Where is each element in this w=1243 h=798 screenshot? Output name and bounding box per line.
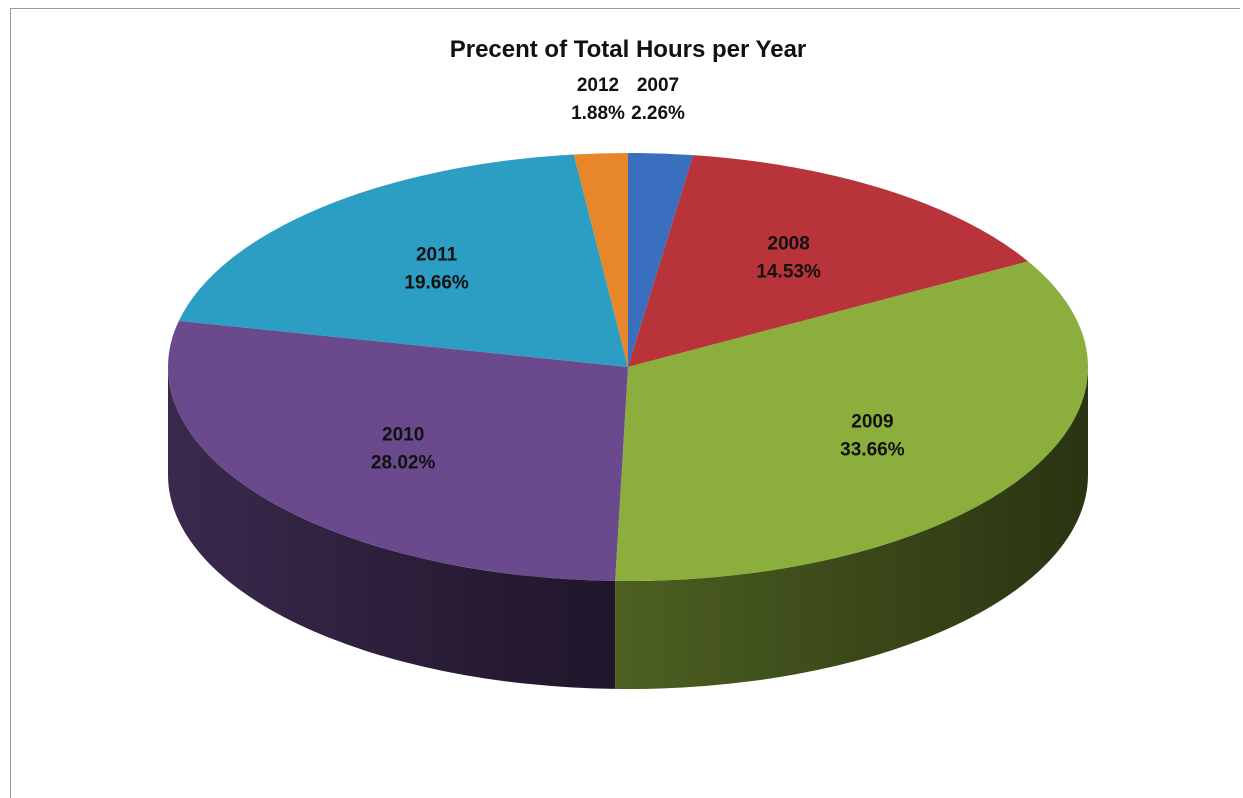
slice-value-2008: 14.53% bbox=[756, 261, 821, 282]
slice-2010 bbox=[168, 320, 628, 581]
slice-2011 bbox=[178, 154, 628, 367]
slice-value-2012: 1.88% bbox=[571, 103, 625, 124]
slice-side-2010 bbox=[168, 367, 616, 689]
slice-2008 bbox=[628, 155, 1029, 367]
slice-label-2012: 2012 bbox=[577, 75, 619, 96]
slice-label-2010: 2010 bbox=[382, 425, 424, 446]
slice-2007 bbox=[628, 153, 694, 367]
slice-2012 bbox=[573, 153, 628, 367]
slice-value-2007: 2.26% bbox=[631, 103, 685, 124]
chart-title: Precent of Total Hours per Year bbox=[449, 36, 807, 63]
slice-label-2008: 2008 bbox=[768, 233, 810, 254]
slice-label-2007: 2007 bbox=[637, 75, 679, 96]
slice-value-2011: 19.66% bbox=[404, 273, 469, 294]
slice-label-2009: 2009 bbox=[851, 411, 893, 432]
chart-frame bbox=[10, 8, 1240, 798]
slice-value-2010: 28.02% bbox=[371, 453, 436, 474]
slice-2009 bbox=[615, 261, 1088, 581]
slice-value-2009: 33.66% bbox=[840, 439, 905, 460]
slice-label-2011: 2011 bbox=[416, 245, 458, 266]
slice-side-2009 bbox=[615, 367, 1088, 689]
